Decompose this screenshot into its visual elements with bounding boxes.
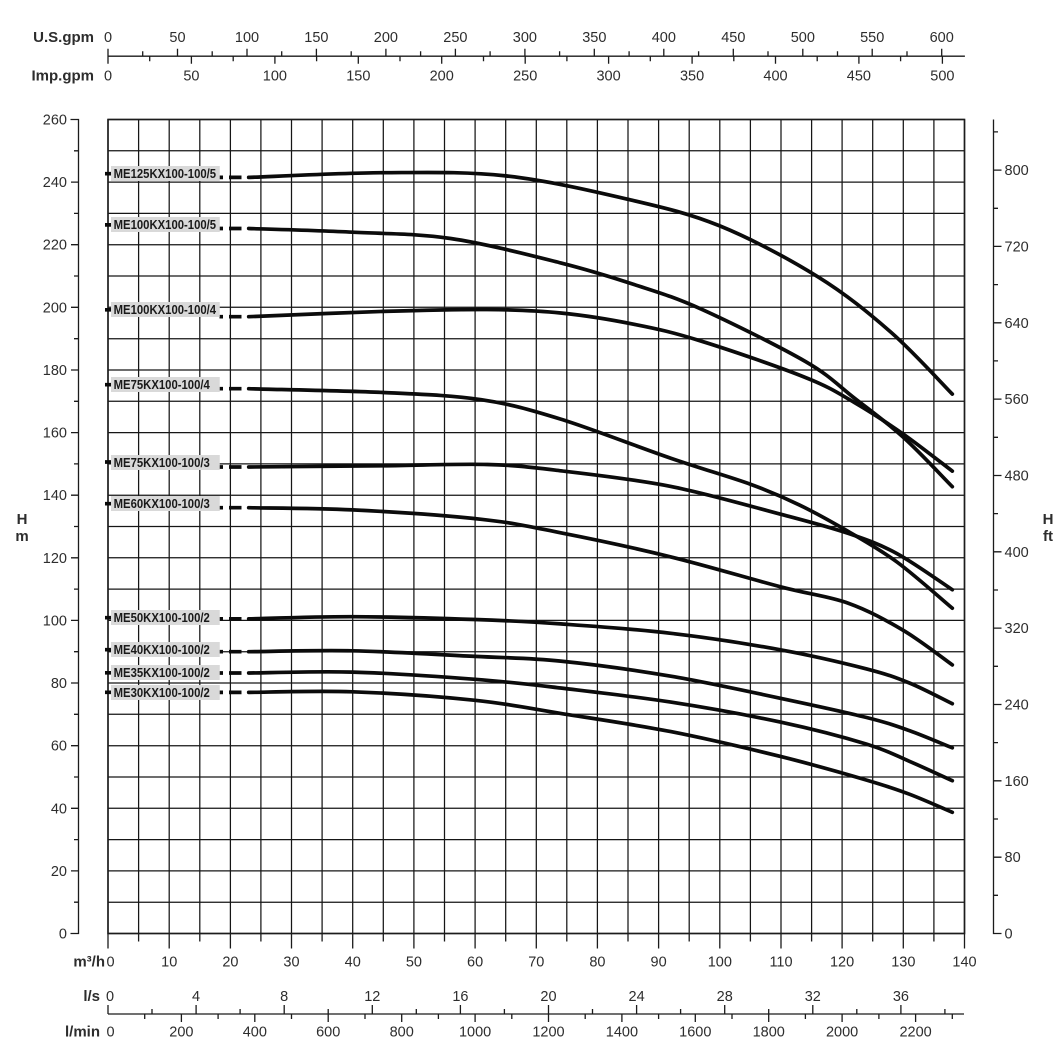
svg-text:80: 80 (51, 676, 67, 692)
svg-text:60: 60 (467, 955, 483, 971)
svg-text:0: 0 (104, 30, 112, 46)
svg-text:120: 120 (830, 955, 854, 971)
svg-text:U.S.gpm: U.S.gpm (33, 29, 94, 46)
svg-text:30: 30 (283, 955, 299, 971)
svg-text:150: 150 (346, 69, 370, 85)
svg-text:60: 60 (51, 739, 67, 755)
svg-text:20: 20 (51, 864, 67, 880)
svg-text:180: 180 (43, 363, 67, 379)
svg-text:20: 20 (540, 989, 556, 1005)
svg-text:300: 300 (596, 69, 620, 85)
svg-text:m³/h: m³/h (73, 954, 105, 971)
svg-text:200: 200 (43, 300, 67, 316)
svg-text:40: 40 (345, 955, 361, 971)
svg-text:480: 480 (1005, 469, 1029, 485)
svg-text:640: 640 (1005, 316, 1029, 332)
svg-text:720: 720 (1005, 239, 1029, 255)
svg-text:140: 140 (952, 955, 976, 971)
svg-text:40: 40 (51, 801, 67, 817)
svg-text:130: 130 (891, 955, 915, 971)
svg-text:240: 240 (43, 175, 67, 191)
svg-text:m: m (15, 528, 28, 545)
svg-text:500: 500 (791, 30, 815, 46)
svg-text:320: 320 (1005, 621, 1029, 637)
svg-text:2200: 2200 (899, 1025, 931, 1041)
svg-text:90: 90 (651, 955, 667, 971)
svg-text:0: 0 (106, 989, 114, 1005)
svg-text:50: 50 (183, 69, 199, 85)
svg-text:50: 50 (169, 30, 185, 46)
svg-text:160: 160 (1005, 774, 1029, 790)
svg-text:12: 12 (364, 989, 380, 1005)
svg-text:600: 600 (316, 1025, 340, 1041)
svg-text:0: 0 (104, 69, 112, 85)
svg-text:ft: ft (1043, 528, 1053, 545)
svg-text:32: 32 (805, 989, 821, 1005)
svg-text:500: 500 (930, 69, 954, 85)
svg-text:80: 80 (589, 955, 605, 971)
svg-text:100: 100 (235, 30, 259, 46)
svg-text:400: 400 (652, 30, 676, 46)
svg-text:200: 200 (374, 30, 398, 46)
svg-text:100: 100 (708, 955, 732, 971)
svg-text:1200: 1200 (532, 1025, 564, 1041)
svg-text:160: 160 (43, 426, 67, 442)
svg-text:1400: 1400 (606, 1025, 638, 1041)
svg-text:550: 550 (860, 30, 884, 46)
svg-text:600: 600 (930, 30, 954, 46)
svg-text:100: 100 (43, 613, 67, 629)
svg-text:350: 350 (680, 69, 704, 85)
svg-text:100: 100 (263, 69, 287, 85)
svg-text:800: 800 (1005, 163, 1029, 179)
svg-text:10: 10 (161, 955, 177, 971)
svg-text:16: 16 (452, 989, 468, 1005)
svg-text:0: 0 (59, 927, 67, 943)
svg-text:800: 800 (390, 1025, 414, 1041)
svg-text:0: 0 (1005, 927, 1013, 943)
svg-text:2000: 2000 (826, 1025, 858, 1041)
svg-text:250: 250 (443, 30, 467, 46)
svg-text:Imp.gpm: Imp.gpm (32, 68, 95, 85)
svg-text:H: H (17, 511, 28, 528)
svg-text:36: 36 (893, 989, 909, 1005)
svg-text:0: 0 (106, 1025, 114, 1041)
svg-text:H: H (1043, 511, 1054, 528)
svg-text:450: 450 (721, 30, 745, 46)
svg-text:220: 220 (43, 238, 67, 254)
svg-text:8: 8 (280, 989, 288, 1005)
svg-text:80: 80 (1005, 850, 1021, 866)
svg-text:l/s: l/s (83, 988, 100, 1005)
svg-text:1800: 1800 (753, 1025, 785, 1041)
svg-text:350: 350 (582, 30, 606, 46)
svg-text:l/min: l/min (65, 1024, 100, 1041)
svg-text:70: 70 (528, 955, 544, 971)
svg-text:240: 240 (1005, 698, 1029, 714)
svg-text:400: 400 (763, 69, 787, 85)
svg-text:250: 250 (513, 69, 537, 85)
svg-text:300: 300 (513, 30, 537, 46)
svg-text:28: 28 (717, 989, 733, 1005)
svg-text:1000: 1000 (459, 1025, 491, 1041)
svg-text:400: 400 (243, 1025, 267, 1041)
svg-text:200: 200 (430, 69, 454, 85)
svg-text:0: 0 (106, 955, 114, 971)
svg-text:110: 110 (769, 955, 792, 971)
svg-text:24: 24 (629, 989, 645, 1005)
svg-text:560: 560 (1005, 392, 1029, 408)
svg-text:400: 400 (1005, 545, 1029, 561)
svg-text:260: 260 (43, 113, 67, 129)
svg-text:200: 200 (169, 1025, 193, 1041)
svg-text:20: 20 (222, 955, 238, 971)
svg-text:4: 4 (192, 989, 200, 1005)
svg-text:140: 140 (43, 488, 67, 504)
svg-text:1600: 1600 (679, 1025, 711, 1041)
svg-text:120: 120 (43, 551, 67, 567)
svg-text:150: 150 (304, 30, 328, 46)
svg-text:50: 50 (406, 955, 422, 971)
svg-text:450: 450 (847, 69, 871, 85)
